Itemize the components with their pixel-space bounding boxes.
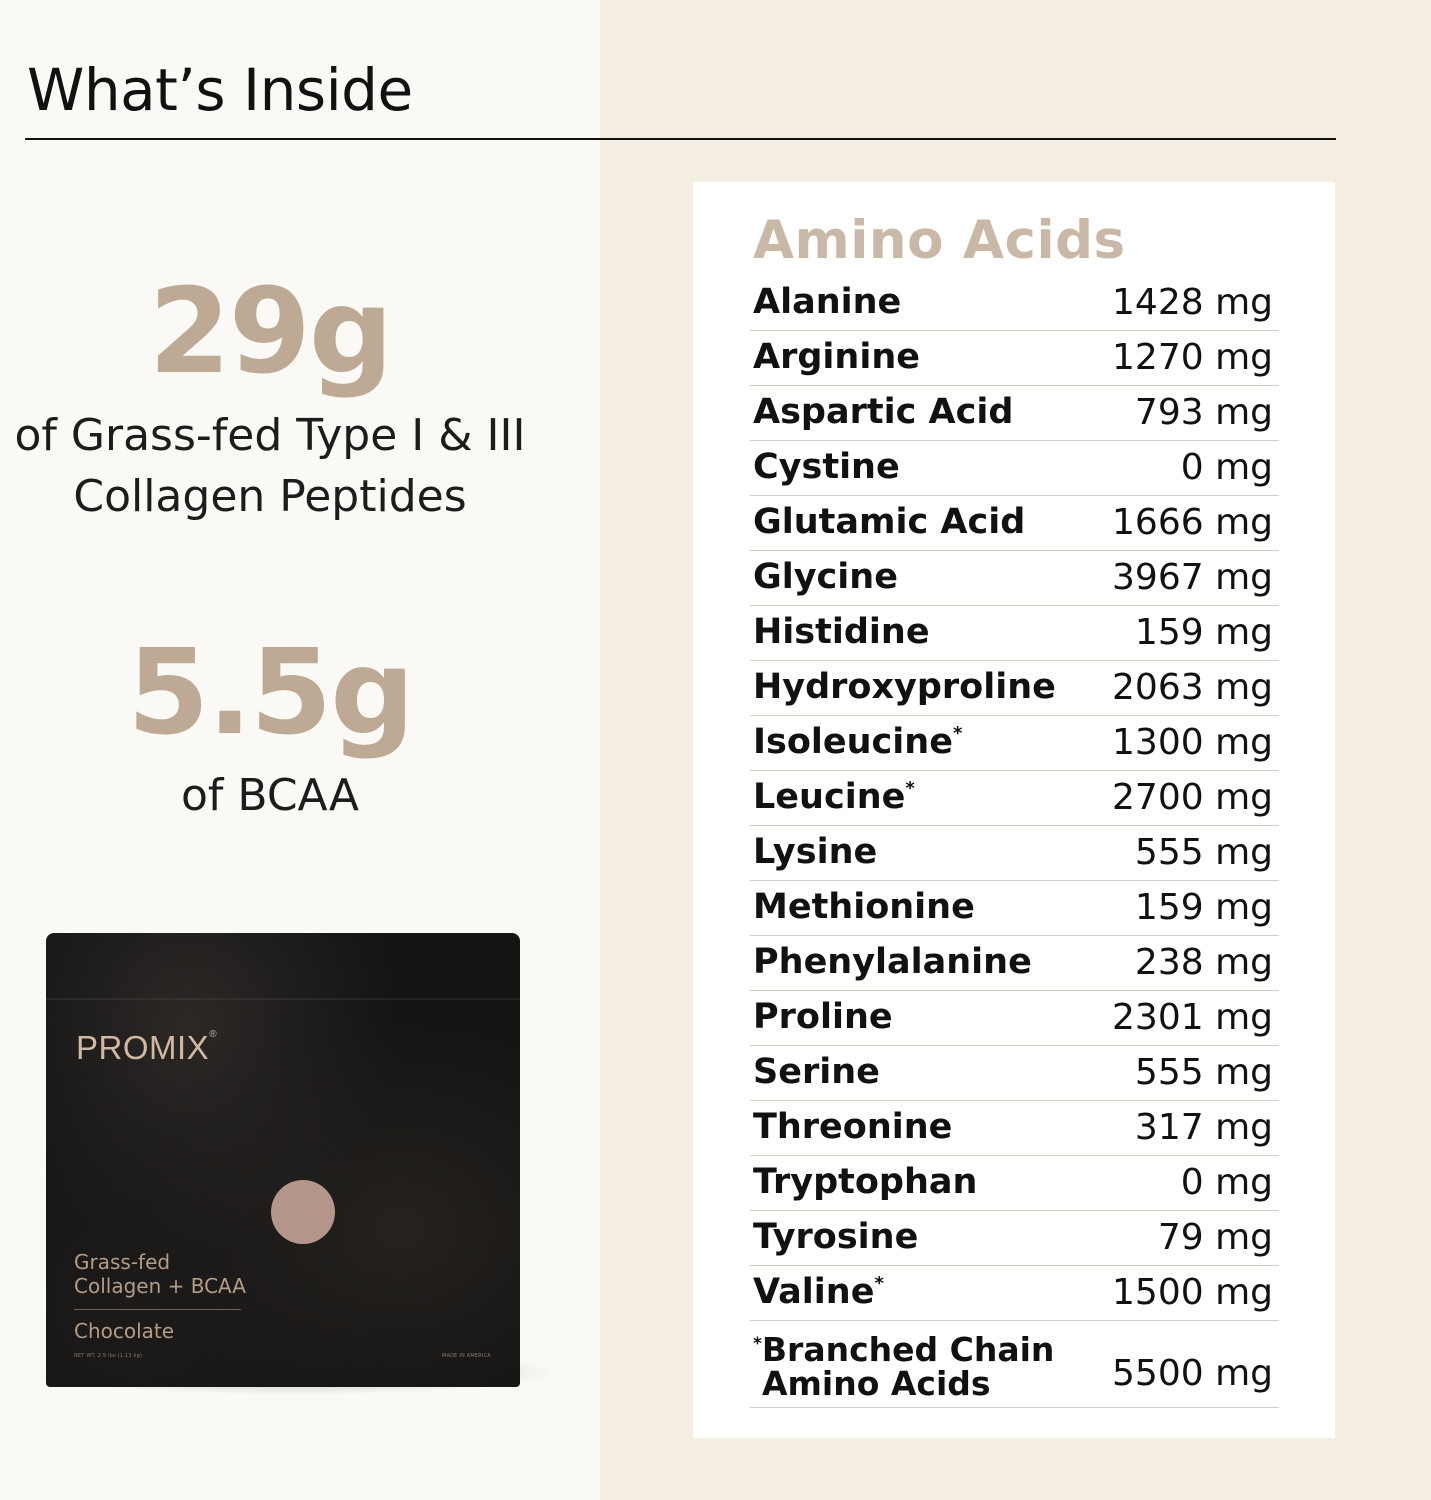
amino-acid-card: Amino Acids Alanine 1428 mg Arginine 1270 m… [693, 182, 1335, 1438]
amino-acid-name: Histidine [753, 612, 930, 652]
bag-flavor-dot [271, 1180, 335, 1244]
amino-acid-row: Valine* 1500 mg [750, 1266, 1279, 1321]
amino-acid-row: Tyrosine 79 mg [750, 1211, 1279, 1266]
amino-acid-name: Serine [753, 1052, 880, 1092]
amino-acid-amount: 793 mg [1134, 392, 1273, 433]
bcaa-label-line1: of BCAA [181, 770, 359, 821]
amino-acid-name: Isoleucine* [753, 722, 963, 762]
collagen-label-line1: of Grass-fed Type I & III [14, 410, 526, 461]
collagen-amount: 29g [148, 262, 394, 400]
product-bag-image: PROMIX® Grass-fed Collagen + BCAA Chocol… [46, 933, 520, 1387]
amino-acid-amount: 317 mg [1134, 1107, 1273, 1148]
amino-acid-row: Hydroxyproline 2063 mg [750, 661, 1279, 716]
amino-acid-title: Amino Acids [753, 210, 1126, 271]
amino-acid-row: Phenylalanine 238 mg [750, 936, 1279, 991]
bag-product-name: Grass-fed Collagen + BCAA [74, 1250, 274, 1298]
amino-acid-amount: 238 mg [1134, 942, 1273, 983]
bag-origin: MADE IN AMERICA [442, 1353, 491, 1359]
bag-net-weight: NET WT. 2.5 lbs (1.13 kg) [74, 1353, 143, 1359]
bag-product-line1: Grass-fed [74, 1250, 171, 1274]
amino-acid-row: Threonine 317 mg [750, 1101, 1279, 1156]
amino-acid-name: Methionine [753, 887, 975, 927]
amino-acid-amount: 159 mg [1134, 612, 1273, 653]
amino-acid-row: Isoleucine* 1300 mg [750, 716, 1279, 771]
amino-acid-name: Glutamic Acid [753, 502, 1026, 542]
amino-acid-amount: 159 mg [1134, 887, 1273, 928]
amino-acid-amount: 0 mg [1180, 1162, 1273, 1203]
amino-acid-total-row: *Branched Chain Amino Acids 5500 mg [750, 1321, 1279, 1408]
amino-acid-name: Tyrosine [753, 1217, 919, 1257]
amino-acid-row: Glycine 3967 mg [750, 551, 1279, 606]
title-divider [25, 138, 1336, 140]
amino-acid-name: Threonine [753, 1107, 953, 1147]
amino-acid-amount: 1300 mg [1112, 722, 1273, 763]
amino-acid-row: Histidine 159 mg [750, 606, 1279, 661]
amino-acid-total-name: *Branched Chain Amino Acids [753, 1330, 1055, 1403]
amino-acid-name: Lysine [753, 832, 878, 872]
amino-acid-amount: 2301 mg [1112, 997, 1273, 1038]
amino-acid-amount: 2063 mg [1112, 667, 1273, 708]
amino-acid-row: Glutamic Acid 1666 mg [750, 496, 1279, 551]
amino-acid-amount: 555 mg [1134, 832, 1273, 873]
amino-acid-name: Cystine [753, 447, 900, 487]
bag-flavor: Chocolate [74, 1319, 175, 1343]
amino-acid-name: Phenylalanine [753, 942, 1032, 982]
collagen-label: of Grass-fed Type I & III Collagen Pepti… [0, 405, 540, 527]
amino-acid-row: Serine 555 mg [750, 1046, 1279, 1101]
amino-acid-row: Lysine 555 mg [750, 826, 1279, 881]
bag-product-line2: Collagen + BCAA [74, 1274, 246, 1298]
amino-acid-name: Arginine [753, 337, 920, 377]
amino-acid-amount: 1428 mg [1112, 282, 1273, 323]
bag-zip-seal [46, 998, 520, 1000]
amino-acid-row: Aspartic Acid 793 mg [750, 386, 1279, 441]
amino-acid-name: Tryptophan [753, 1162, 978, 1202]
bag-brand-logo: PROMIX® [76, 1029, 218, 1066]
bcaa-label: of BCAA [0, 765, 540, 826]
amino-acid-name: Glycine [753, 557, 898, 597]
amino-acid-amount: 555 mg [1134, 1052, 1273, 1093]
amino-acid-row: Methionine 159 mg [750, 881, 1279, 936]
collagen-label-line2: Collagen Peptides [73, 471, 467, 522]
bcaa-amount: 5.5g [127, 623, 415, 761]
bcaa-marker: * [952, 723, 963, 744]
bag-divider [74, 1309, 241, 1310]
amino-acid-name: Valine* [753, 1272, 884, 1312]
amino-acid-name: Aspartic Acid [753, 392, 1014, 432]
amino-acid-row: Arginine 1270 mg [750, 331, 1279, 386]
bcaa-marker: * [874, 1273, 884, 1294]
amino-acid-name: Hydroxyproline [753, 667, 1056, 707]
amino-acid-amount: 79 mg [1157, 1217, 1273, 1258]
amino-acid-row: Cystine 0 mg [750, 441, 1279, 496]
amino-acid-row: Alanine 1428 mg [750, 276, 1279, 331]
amino-acid-name: Leucine* [753, 777, 915, 817]
amino-acid-amount: 1270 mg [1112, 337, 1273, 378]
amino-acid-amount: 2700 mg [1112, 777, 1273, 818]
amino-acid-row: Leucine* 2700 mg [750, 771, 1279, 826]
amino-acid-amount: 0 mg [1180, 447, 1273, 488]
amino-acid-amount: 1666 mg [1112, 502, 1273, 543]
amino-acid-table: Alanine 1428 mg Arginine 1270 mg Aspartic Ac… [750, 276, 1279, 1408]
amino-acid-row: Tryptophan 0 mg [750, 1156, 1279, 1211]
amino-acid-amount: 1500 mg [1112, 1272, 1273, 1313]
page-title: What’s Inside [27, 56, 413, 124]
amino-acid-amount: 3967 mg [1112, 557, 1273, 598]
amino-acid-name: Proline [753, 997, 893, 1037]
bcaa-marker: * [905, 778, 915, 799]
amino-acid-name: Alanine [753, 282, 902, 322]
amino-acid-row: Proline 2301 mg [750, 991, 1279, 1046]
amino-acid-total-amount: 5500 mg [1112, 1353, 1273, 1394]
